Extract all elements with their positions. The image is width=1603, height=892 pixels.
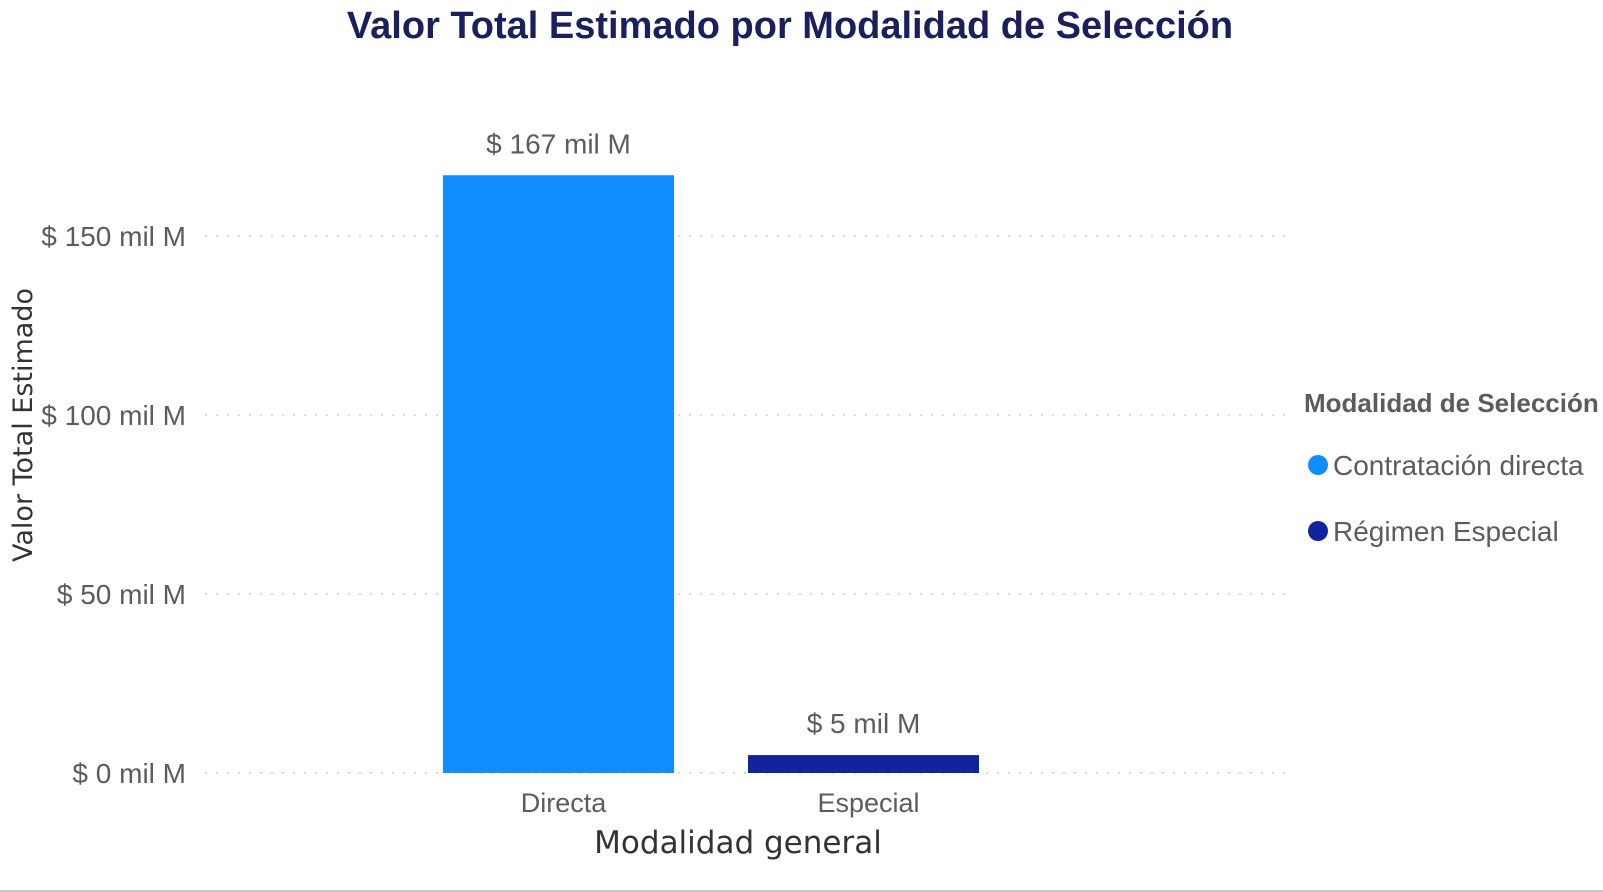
bar-value-label: $ 5 mil M: [807, 708, 921, 739]
legend-item-label: Régimen Especial: [1333, 516, 1559, 547]
legend: Modalidad de Selección Contratación dire…: [1304, 388, 1599, 547]
y-tick-label: $ 150 mil M: [41, 221, 186, 252]
bottom-border: [0, 890, 1603, 892]
bar-value-label: $ 167 mil M: [486, 128, 631, 159]
legend-title: Modalidad de Selección: [1304, 388, 1599, 418]
y-tick-label: $ 50 mil M: [57, 579, 186, 610]
y-tick-label: $ 0 mil M: [72, 758, 186, 789]
y-axis-ticks: $ 0 mil M $ 50 mil M $ 100 mil M $ 150 mil …: [41, 221, 186, 789]
legend-marker: [1308, 521, 1328, 541]
x-tick-label: Directa: [521, 788, 608, 818]
legend-marker: [1308, 455, 1328, 475]
bars: $ 167 mil M $ 5 mil M: [443, 128, 979, 773]
x-axis-title: Modalidad general: [594, 825, 882, 861]
x-axis-ticks: Directa Especial: [521, 788, 920, 818]
x-tick-label: Especial: [817, 788, 919, 818]
gridlines: [205, 235, 1290, 774]
y-tick-label: $ 100 mil M: [41, 400, 186, 431]
legend-item-label: Contratación directa: [1333, 450, 1584, 481]
chart-title: Valor Total Estimado por Modalidad de Se…: [347, 5, 1233, 47]
y-axis-title: Valor Total Estimado: [8, 288, 39, 562]
bar-especial: [748, 755, 979, 773]
bar-directa: [443, 175, 674, 773]
